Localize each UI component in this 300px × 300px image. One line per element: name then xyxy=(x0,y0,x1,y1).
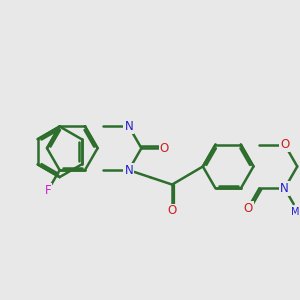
Text: N: N xyxy=(280,182,289,195)
Text: N: N xyxy=(124,164,133,177)
Text: N: N xyxy=(124,120,133,133)
Text: O: O xyxy=(243,202,253,214)
Text: Me: Me xyxy=(291,207,300,217)
Text: O: O xyxy=(280,138,289,151)
Text: O: O xyxy=(167,204,177,218)
Text: F: F xyxy=(45,184,51,197)
Text: O: O xyxy=(160,142,169,155)
